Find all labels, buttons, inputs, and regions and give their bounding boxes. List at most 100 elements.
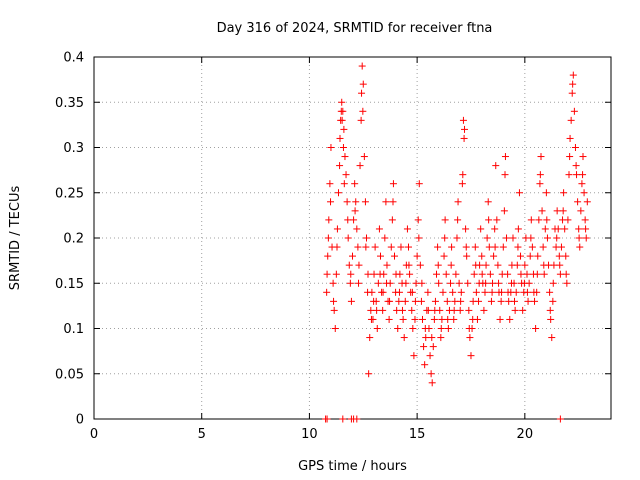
data-point [530,288,538,296]
data-point [411,297,419,305]
data-point [428,379,436,387]
data-point [453,234,461,242]
data-point [382,198,390,206]
data-point [363,234,371,242]
data-point [457,288,465,296]
data-point [367,315,375,323]
x-tick-label: 15 [409,427,426,442]
data-point [549,279,557,287]
data-point [347,297,355,305]
chart-title: Day 316 of 2024, SRMTID for receiver ftn… [217,21,493,36]
data-point [576,243,584,251]
data-point [325,216,333,224]
data-point [344,216,352,224]
data-point [351,207,359,215]
data-point [539,243,547,251]
data-point [447,261,455,269]
data-point [567,116,575,124]
y-tick-label: 0.15 [55,277,84,292]
data-point [546,288,554,296]
data-point [336,134,344,142]
data-point [462,243,470,251]
data-point [564,216,572,224]
data-point [575,225,583,233]
data-point [565,171,573,179]
data-point [486,270,494,278]
y-tick-label: 0.1 [63,322,84,337]
axis-ticks: 0 5 10 15 20 0 0.05 0.1 0.15 0.2 0.25 0.3 0.35 0.4 [55,51,611,442]
data-point [354,243,362,251]
data-point [324,234,332,242]
data-point [583,198,591,206]
data-point [535,216,543,224]
data-point [449,288,457,296]
data-point [523,288,531,296]
data-point [426,352,434,360]
data-point [481,288,489,296]
data-point [478,252,486,260]
data-point [521,261,529,269]
data-point [560,189,568,197]
data-point [573,171,581,179]
data-point [465,325,473,332]
data-point [482,261,490,269]
data-point [469,315,477,323]
data-point [456,306,464,314]
data-point [448,243,456,251]
data-point [467,352,475,360]
data-point [485,216,493,224]
data-point [504,288,512,296]
data-point [430,315,438,323]
data-point [527,234,535,242]
data-point [556,415,564,423]
data-point [510,297,518,305]
data-point [355,261,363,269]
data-point [375,225,383,233]
data-point [416,261,424,269]
data-point [540,270,548,278]
data-point [373,325,381,332]
data-point [450,315,458,323]
data-point [434,243,442,251]
data-point [491,225,499,233]
data-point [440,252,448,260]
data-point [400,334,408,342]
data-point [383,261,391,269]
data-point [517,270,525,278]
data-point [386,297,394,305]
data-point [343,198,351,206]
data-point [519,306,527,314]
x-tick-label: 0 [90,427,98,442]
data-point [355,279,363,287]
data-point [431,297,439,305]
x-axis-label: GPS time / hours [298,459,407,474]
data-point [424,288,432,296]
data-point [546,306,554,314]
data-point [420,343,428,351]
data-point [568,89,576,97]
data-point [358,89,366,97]
data-point [524,297,532,305]
data-point [554,225,562,233]
data-point [575,234,583,242]
data-point [548,334,556,342]
data-point [478,270,486,278]
data-point [566,153,574,161]
data-point [555,252,563,260]
data-point [465,306,473,314]
y-tick-label: 0.35 [55,96,84,111]
data-point [401,297,409,305]
data-point [421,325,429,332]
data-point [323,270,331,278]
data-point [570,107,578,115]
data-point [435,279,443,287]
data-point [339,144,347,151]
data-point [342,171,350,179]
data-point [428,334,436,342]
data-point [503,234,511,242]
data-point [333,243,341,251]
data-point [455,279,463,287]
data-point [351,180,359,188]
data-point [359,80,367,88]
